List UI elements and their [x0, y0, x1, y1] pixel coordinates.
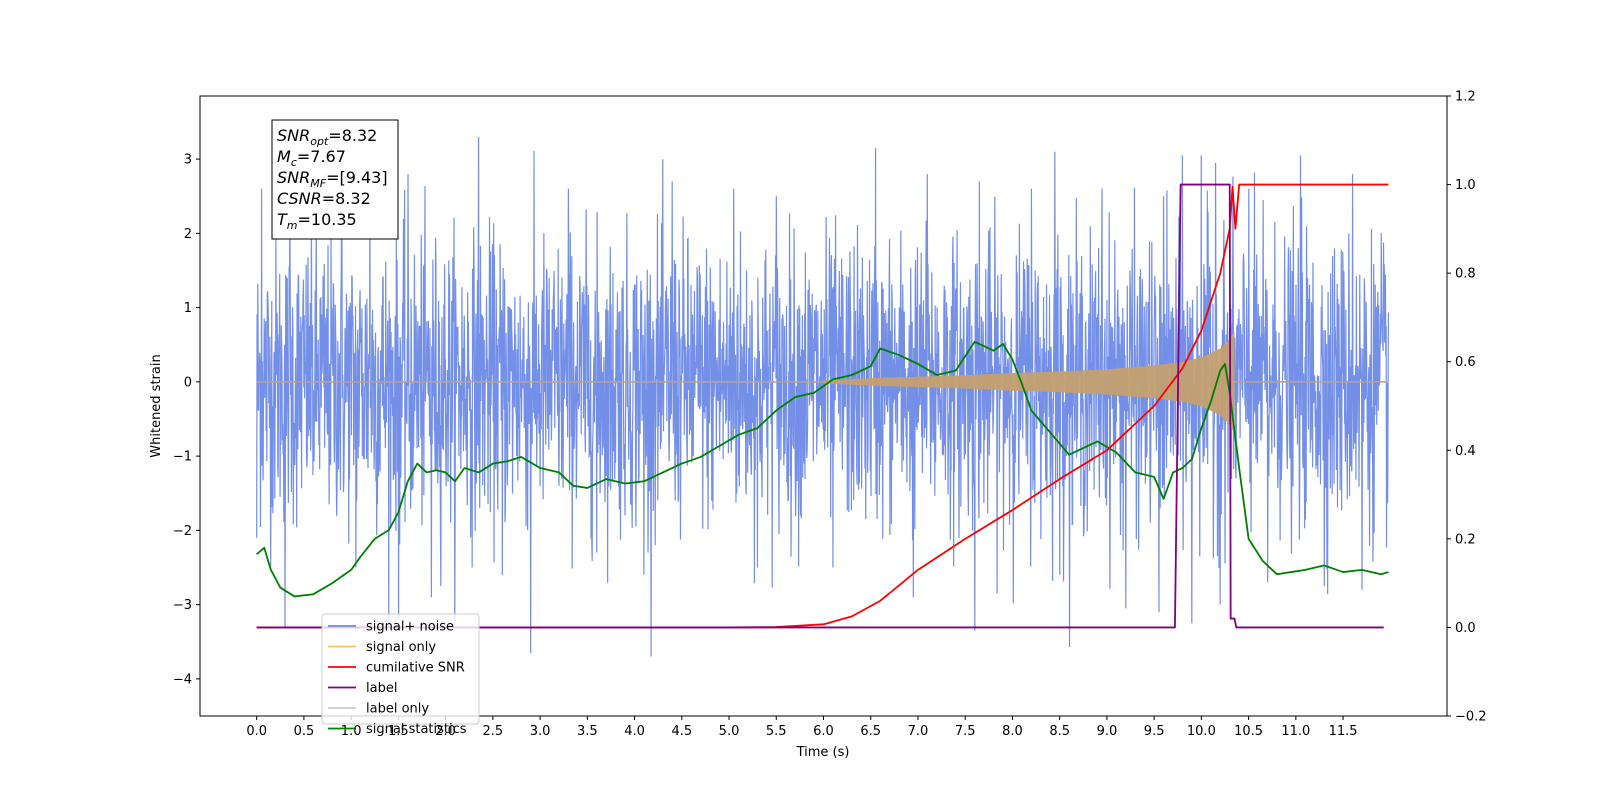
x-tick-label: 4.5	[671, 724, 692, 739]
legend: signal+ noise signal only cumilative SNR la…	[321, 613, 480, 737]
series-signal-only	[256, 331, 1389, 433]
annotation-subscript: opt	[310, 135, 329, 148]
y-axis-label: Whitened strain	[149, 354, 164, 457]
annotation-value: =[9.43]	[326, 168, 388, 187]
x-tick-label: 7.5	[955, 724, 976, 739]
annotation-frame	[271, 119, 399, 240]
y2-tick-label: 1.2	[1455, 90, 1476, 105]
y-axis-right: 1.2 1.0 0.8 0.6 0.4 0.2 0.0 −0.2	[1447, 90, 1487, 725]
legend-entry-label: signal statistics	[366, 722, 467, 737]
signal-only-envelope	[823, 331, 1235, 433]
x-tick-label: 11.5	[1329, 724, 1358, 739]
x-tick-label: 2.0	[435, 724, 456, 739]
annotation-line: SNRopt=8.32	[277, 126, 377, 148]
x-tick-label: 8.0	[1002, 724, 1023, 739]
legend-entry-label: label only	[366, 702, 429, 717]
series-signal-noise	[256, 136, 1390, 657]
y-axis-left: 3 2 1 0 −1 −2 −3 −4	[173, 153, 200, 687]
x-tick-label: 5.5	[766, 724, 787, 739]
y-tick-label: 0	[184, 375, 192, 390]
annotation-symbol: T	[277, 210, 288, 229]
x-tick-label: 4.0	[624, 724, 645, 739]
annotation-symbol: SNR	[277, 168, 310, 187]
annotation-symbol: M	[277, 147, 291, 166]
annotation-subscript: c	[291, 156, 297, 169]
y2-tick-label: 0.2	[1455, 532, 1476, 547]
annotation-box: SNRopt=8.32Mc=7.67SNRMF=[9.43]CSNR=8.32T…	[271, 119, 399, 240]
x-tick-label: 1.0	[341, 724, 362, 739]
legend-entry-label: cumilative SNR	[366, 661, 465, 676]
annotation-value: =8.32	[322, 189, 371, 208]
series-label	[256, 183, 1384, 629]
annotation-symbol: SNR	[277, 126, 310, 145]
x-tick-label: 6.5	[860, 724, 881, 739]
series-signal-statistics	[256, 340, 1389, 598]
legend-frame	[321, 613, 480, 725]
y-tick-label: 3	[184, 153, 192, 168]
x-tick-label: 1.5	[388, 724, 409, 739]
y-tick-label: 2	[184, 227, 192, 242]
annotation-line: Mc=7.67	[277, 147, 346, 169]
y2-tick-label: −0.2	[1455, 710, 1487, 725]
x-tick-label: 0.0	[246, 724, 267, 739]
x-tick-label: 0.5	[294, 724, 315, 739]
y-tick-label: −1	[173, 450, 192, 465]
annotation-subscript: m	[287, 219, 298, 232]
x-axis-label: Time (s)	[796, 745, 850, 760]
annotation-line: Tm=10.35	[277, 210, 357, 232]
x-tick-label: 3.0	[530, 724, 551, 739]
legend-entry-label: signal only	[366, 640, 436, 655]
y-tick-label: −2	[173, 524, 192, 539]
series-cumulative-snr	[256, 183, 1389, 629]
x-tick-label: 6.0	[813, 724, 834, 739]
x-tick-label: 11.0	[1281, 724, 1310, 739]
annotation-line: CSNR=8.32	[277, 189, 371, 208]
legend-entry-label: signal+ noise	[366, 620, 454, 635]
annotation-value: =7.67	[297, 147, 346, 166]
annotation-line: SNRMF=[9.43]	[277, 168, 388, 190]
y2-tick-label: 0.8	[1455, 267, 1476, 282]
y2-tick-label: 0.6	[1455, 355, 1476, 370]
x-tick-label: 10.0	[1187, 724, 1216, 739]
x-tick-label: 7.0	[908, 724, 929, 739]
x-tick-label: 10.5	[1234, 724, 1263, 739]
y-tick-label: 1	[184, 301, 192, 316]
y2-tick-label: 0.4	[1455, 444, 1476, 459]
x-tick-label: 2.5	[483, 724, 504, 739]
series-layer	[256, 136, 1390, 657]
y-tick-label: −3	[173, 598, 192, 613]
x-tick-label: 8.5	[1049, 724, 1070, 739]
y2-tick-label: 0.0	[1455, 621, 1476, 636]
x-tick-label: 9.0	[1097, 724, 1118, 739]
legend-entry-label: label	[366, 681, 397, 696]
annotation-value: =8.32	[328, 126, 377, 145]
x-tick-label: 5.0	[719, 724, 740, 739]
x-tick-label: 3.5	[577, 724, 598, 739]
annotation-subscript: MF	[310, 177, 326, 190]
x-tick-label: 9.5	[1144, 724, 1165, 739]
y2-tick-label: 1.0	[1455, 178, 1476, 193]
annotation-value: =10.35	[298, 210, 357, 229]
y-tick-label: −4	[173, 672, 192, 687]
annotation-symbol: CSNR	[277, 189, 322, 208]
